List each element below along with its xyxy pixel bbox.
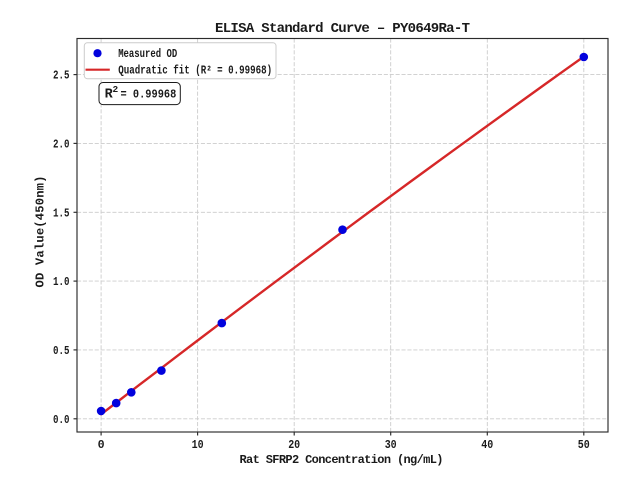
svg-text:0: 0: [98, 439, 105, 452]
svg-text:50: 50: [578, 439, 590, 452]
svg-text:OD Value(450nm): OD Value(450nm): [34, 176, 48, 288]
svg-text:ELISA Standard Curve – PY0649R: ELISA Standard Curve – PY0649Ra-T: [215, 21, 470, 37]
svg-text:Quadratic fit (R² = 0.99968): Quadratic fit (R² = 0.99968): [118, 64, 272, 77]
svg-text:2: 2: [113, 84, 119, 95]
svg-text:10: 10: [192, 439, 204, 452]
svg-text:= 0.99968: = 0.99968: [121, 87, 177, 101]
svg-text:30: 30: [385, 439, 397, 452]
svg-text:2.5: 2.5: [53, 70, 70, 83]
svg-text:Rat SFRP2 Concentration (ng/mL: Rat SFRP2 Concentration (ng/mL): [240, 453, 444, 467]
svg-text:1.5: 1.5: [53, 207, 70, 220]
svg-text:0.0: 0.0: [53, 414, 70, 427]
svg-text:R: R: [105, 87, 114, 102]
svg-text:1.0: 1.0: [53, 276, 70, 289]
svg-text:0.5: 0.5: [53, 345, 70, 358]
svg-text:40: 40: [481, 439, 493, 452]
svg-text:Measured OD: Measured OD: [118, 48, 177, 61]
svg-text:20: 20: [288, 439, 300, 452]
svg-text:2.0: 2.0: [53, 138, 70, 151]
